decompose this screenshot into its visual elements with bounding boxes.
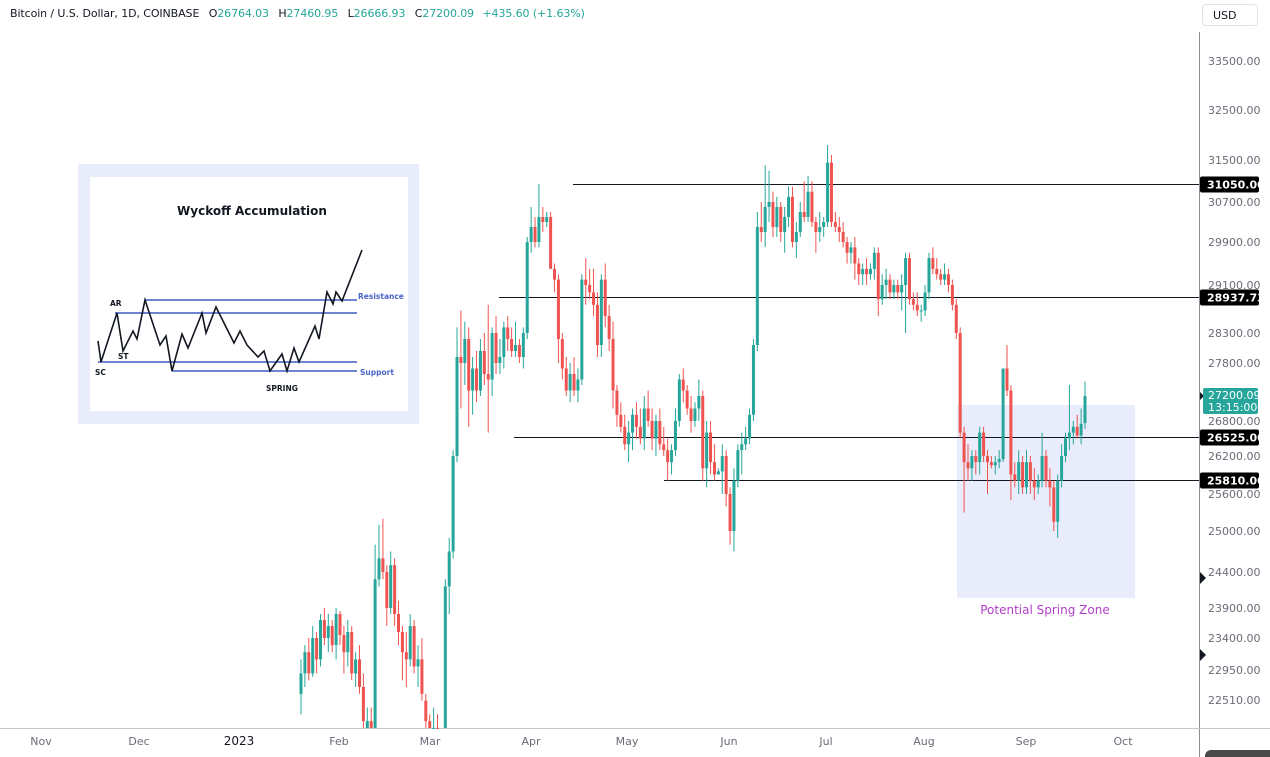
inset-label-sc: SC [95, 368, 106, 377]
inset-label-support: Support [360, 368, 394, 377]
level-badge [1200, 176, 1259, 193]
price-tick: 33500.00 [1208, 55, 1261, 68]
price-tick: 25000.00 [1208, 525, 1261, 538]
inset-label-st: ST [118, 352, 129, 361]
level-badge [1200, 429, 1259, 446]
level-badge [1200, 472, 1259, 489]
price-tick: 23900.00 [1208, 602, 1261, 615]
level-badge-text: 31050.00 [1207, 179, 1265, 192]
inset-title: Wyckoff Accumulation [177, 204, 327, 218]
low-value: 26666.93 [353, 7, 406, 20]
time-tick: Jul [818, 735, 832, 748]
level-badge-text: 28937.73 [1207, 292, 1265, 305]
level-price-labels: 31050.00 28937.73 26525.00 25810.00 [1200, 176, 1265, 489]
open-value: 26764.03 [217, 7, 269, 20]
inset-label-ar: AR [110, 299, 122, 308]
inset-card [90, 177, 408, 411]
price-tick: 26200.00 [1208, 450, 1261, 463]
candlesticks [299, 145, 1087, 729]
spring-zone-label: Potential Spring Zone [980, 603, 1109, 617]
price-tick: 32500.00 [1208, 104, 1261, 117]
close-value: 27200.09 [422, 7, 475, 20]
price-tick: 28300.00 [1208, 327, 1261, 340]
time-tick: 2023 [224, 734, 255, 748]
price-axis-ticks[interactable]: 33500.00 32500.00 31500.00 30700.00 29900.00… [1208, 55, 1261, 707]
wyckoff-inset: Wyckoff Accumulation AR ST SC SPRING Res… [78, 164, 419, 424]
bar-countdown: 13:15:00 [1208, 401, 1257, 414]
close-label: C [414, 7, 423, 20]
change-value: +435.60 (+1.63%) [482, 7, 585, 20]
low-label: L [347, 7, 354, 20]
price-tick: 22950.00 [1208, 664, 1261, 677]
price-tick: 30700.00 [1208, 196, 1261, 209]
price-tick: 26800.00 [1208, 415, 1261, 428]
scale-marker-icon [1200, 572, 1206, 584]
level-badge [1200, 289, 1259, 306]
level-badge-text: 25810.00 [1207, 475, 1265, 488]
time-tick: Aug [913, 735, 934, 748]
level-badge-text: 26525.00 [1207, 432, 1265, 445]
price-tick: 25600.00 [1208, 488, 1261, 501]
price-tick: 23400.00 [1208, 632, 1261, 645]
time-tick: Oct [1113, 735, 1133, 748]
price-tick: 27800.00 [1208, 357, 1261, 370]
high-value: 27460.95 [286, 7, 339, 20]
currency-button[interactable]: USD [1202, 4, 1258, 26]
time-tick: Dec [128, 735, 149, 748]
time-axis-ticks[interactable]: Nov Dec 2023 Feb Mar Apr May Jun Jul Aug Sep Oct [30, 734, 1133, 748]
price-tick: 22510.00 [1208, 694, 1261, 707]
inset-label-spring: SPRING [266, 384, 298, 393]
time-tick: Mar [420, 735, 441, 748]
time-tick: Sep [1016, 735, 1037, 748]
inset-label-resistance: Resistance [358, 292, 404, 301]
price-tick: 24400.00 [1208, 566, 1261, 579]
time-tick: May [616, 735, 639, 748]
time-tick: Feb [329, 735, 348, 748]
time-tick: Apr [521, 735, 541, 748]
last-price-value: 27200.09 [1208, 389, 1261, 402]
symbol-title: Bitcoin / U.S. Dollar, 1D, COINBASE [10, 7, 200, 20]
window-edge [1205, 750, 1270, 757]
high-label: H [278, 7, 287, 20]
symbol-legend: Bitcoin / U.S. Dollar, 1D, COINBASE O267… [10, 7, 585, 20]
time-scale[interactable] [0, 729, 1199, 755]
price-tick: 31500.00 [1208, 154, 1261, 167]
time-tick: Nov [30, 735, 52, 748]
open-label: O [208, 7, 218, 20]
price-tick: 29100.00 [1208, 279, 1261, 292]
time-tick: Jun [719, 735, 737, 748]
scale-marker-icon [1200, 649, 1206, 661]
price-tick: 29900.00 [1208, 236, 1261, 249]
